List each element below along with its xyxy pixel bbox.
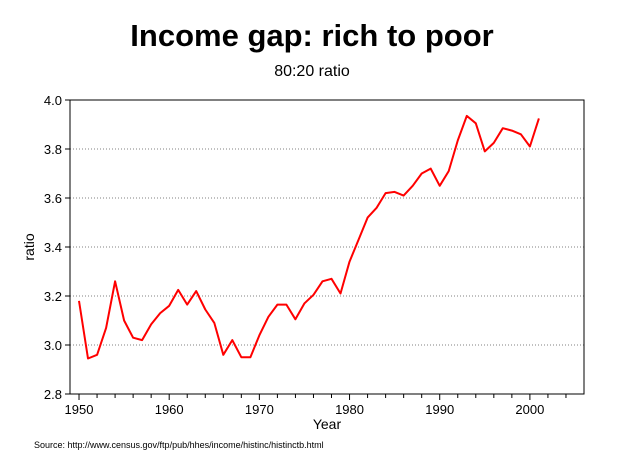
data-point — [529, 146, 531, 148]
y-tick-label: 3.2 — [44, 289, 62, 304]
data-point — [520, 133, 522, 135]
data-point — [466, 115, 468, 117]
y-tick-label: 3.8 — [44, 142, 62, 157]
y-tick-label: 2.8 — [44, 387, 62, 402]
data-point — [123, 320, 125, 322]
data-point — [430, 168, 432, 170]
x-tick-label: 1950 — [65, 402, 94, 417]
chart-title: Income gap: rich to poor — [130, 18, 494, 53]
data-point — [96, 354, 98, 356]
data-point — [132, 337, 134, 339]
data-point — [412, 185, 414, 187]
data-point — [502, 127, 504, 129]
data-point — [493, 142, 495, 144]
data-point — [114, 280, 116, 282]
y-tick-label: 3.6 — [44, 191, 62, 206]
data-point — [249, 356, 251, 358]
data-point — [349, 261, 351, 263]
y-axis-label: ratio — [21, 233, 37, 260]
data-point — [403, 195, 405, 197]
x-tick-label: 1990 — [425, 402, 454, 417]
data-point — [394, 191, 396, 193]
data-point — [150, 323, 152, 325]
x-tick-label: 1960 — [155, 402, 184, 417]
data-point — [511, 130, 513, 132]
data-point — [195, 290, 197, 292]
data-point — [213, 322, 215, 324]
data-point — [385, 192, 387, 194]
y-tick-label: 3.0 — [44, 338, 62, 353]
data-point — [204, 308, 206, 310]
data-point — [276, 304, 278, 306]
data-point — [231, 339, 233, 341]
data-point — [448, 170, 450, 172]
tick-labels: 2.8 3.0 3.2 3.4 3.6 3.8 4.0 1950 1960 1970 1980 199… — [44, 93, 544, 417]
data-point — [303, 302, 305, 304]
source-note: Source: http://www.census.gov/ftp/pub/hh… — [34, 440, 324, 450]
data-point — [358, 239, 360, 241]
axis-ticks — [65, 99, 567, 400]
data-point — [267, 316, 269, 318]
data-point — [168, 305, 170, 307]
data-point — [376, 207, 378, 209]
data-point — [78, 300, 80, 302]
data-points — [78, 115, 540, 360]
gridlines — [70, 148, 584, 346]
data-point — [457, 139, 459, 141]
x-tick-label: 2000 — [515, 402, 544, 417]
x-tick-label: 1970 — [245, 402, 274, 417]
data-point — [538, 117, 540, 119]
plot-frame — [69, 99, 585, 395]
data-point — [331, 278, 333, 280]
series-line — [78, 114, 540, 360]
chart-subtitle: 80:20 ratio — [274, 63, 350, 80]
data-point — [285, 304, 287, 306]
data-point — [484, 150, 486, 152]
y-tick-label: 3.4 — [44, 240, 62, 255]
y-tick-label: 4.0 — [44, 93, 62, 108]
data-point — [439, 185, 441, 187]
data-point — [186, 304, 188, 306]
data-point — [258, 334, 260, 336]
data-point — [312, 294, 314, 296]
data-point — [177, 289, 179, 291]
data-point — [367, 217, 369, 219]
data-point — [294, 318, 296, 320]
data-point — [159, 312, 161, 314]
data-point — [87, 357, 89, 359]
data-point — [105, 327, 107, 329]
data-point — [141, 339, 143, 341]
data-point — [222, 354, 224, 356]
x-tick-label: 1980 — [335, 402, 364, 417]
data-point — [340, 293, 342, 295]
data-point — [421, 173, 423, 175]
data-point — [321, 280, 323, 282]
x-axis-label: Year — [313, 416, 342, 432]
data-point — [475, 122, 477, 124]
data-point — [240, 356, 242, 358]
